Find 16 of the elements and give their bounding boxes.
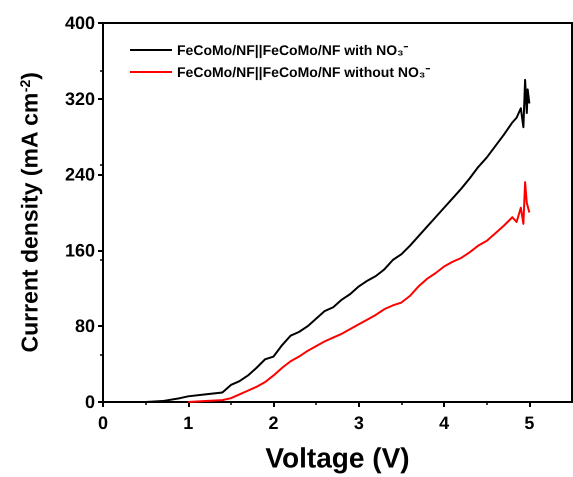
x-tick-label: 5 [524, 413, 534, 433]
x-tick-label: 0 [98, 413, 108, 433]
y-tick-label: 400 [64, 13, 95, 33]
y-tick-label: 80 [74, 316, 95, 336]
x-tick-label: 3 [354, 413, 364, 433]
y-tick-label: 240 [64, 164, 95, 185]
x-tick-label: 2 [268, 413, 279, 433]
x-tick-label: 4 [439, 413, 450, 433]
legend-label: FeCoMo/NF||FeCoMo/NF without NO₃⁻ [177, 64, 430, 81]
x-tick-label: 1 [183, 413, 194, 433]
x-axis-title: Voltage (V) [265, 442, 410, 474]
y-tick-label: 0 [84, 392, 95, 412]
legend-label: FeCoMo/NF||FeCoMo/NF with NO₃⁻ [177, 42, 409, 59]
y-tick-label: 320 [64, 88, 95, 109]
y-axis-title: Current density (mA cm-2) [16, 72, 42, 352]
y-tick-label: 160 [64, 240, 95, 260]
